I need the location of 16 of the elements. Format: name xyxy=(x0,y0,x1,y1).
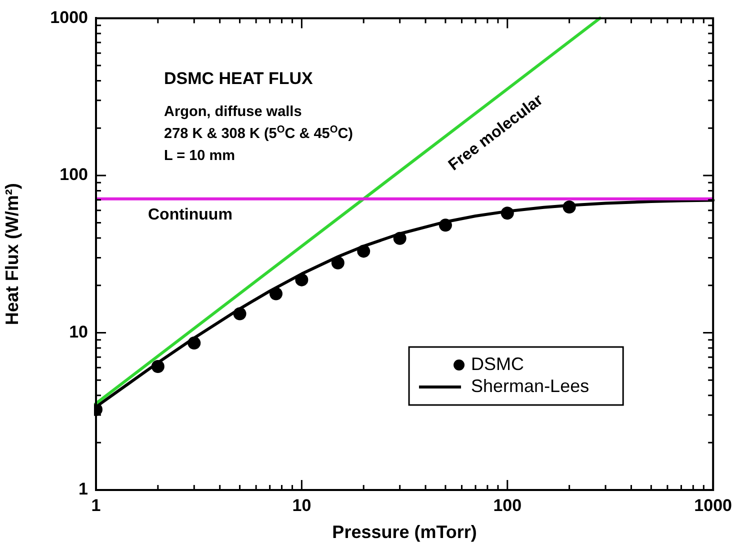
annotation: Argon, diffuse walls xyxy=(164,104,302,120)
x-tick-label: 100 xyxy=(493,496,522,515)
y-tick-label: 1 xyxy=(78,480,88,499)
ref-line-label: Continuum xyxy=(148,206,232,224)
annotation: L = 10 mm xyxy=(164,148,236,164)
x-axis-title: Pressure (mTorr) xyxy=(332,522,477,542)
y-axis-title: Heat Flux (W/m²) xyxy=(2,183,22,326)
x-tick-label: 10 xyxy=(292,496,312,515)
y-tick-label: 100 xyxy=(60,165,88,184)
y-tick-label: 10 xyxy=(69,322,88,342)
annotation: DSMC HEAT FLUX xyxy=(164,69,314,88)
y-tick-label: 1000 xyxy=(50,8,88,27)
legend-label: DSMC xyxy=(471,354,524,374)
x-tick-label: 1000 xyxy=(694,496,732,515)
x-tick-label: 1 xyxy=(91,496,101,515)
legend-label: Sherman-Lees xyxy=(471,376,590,396)
